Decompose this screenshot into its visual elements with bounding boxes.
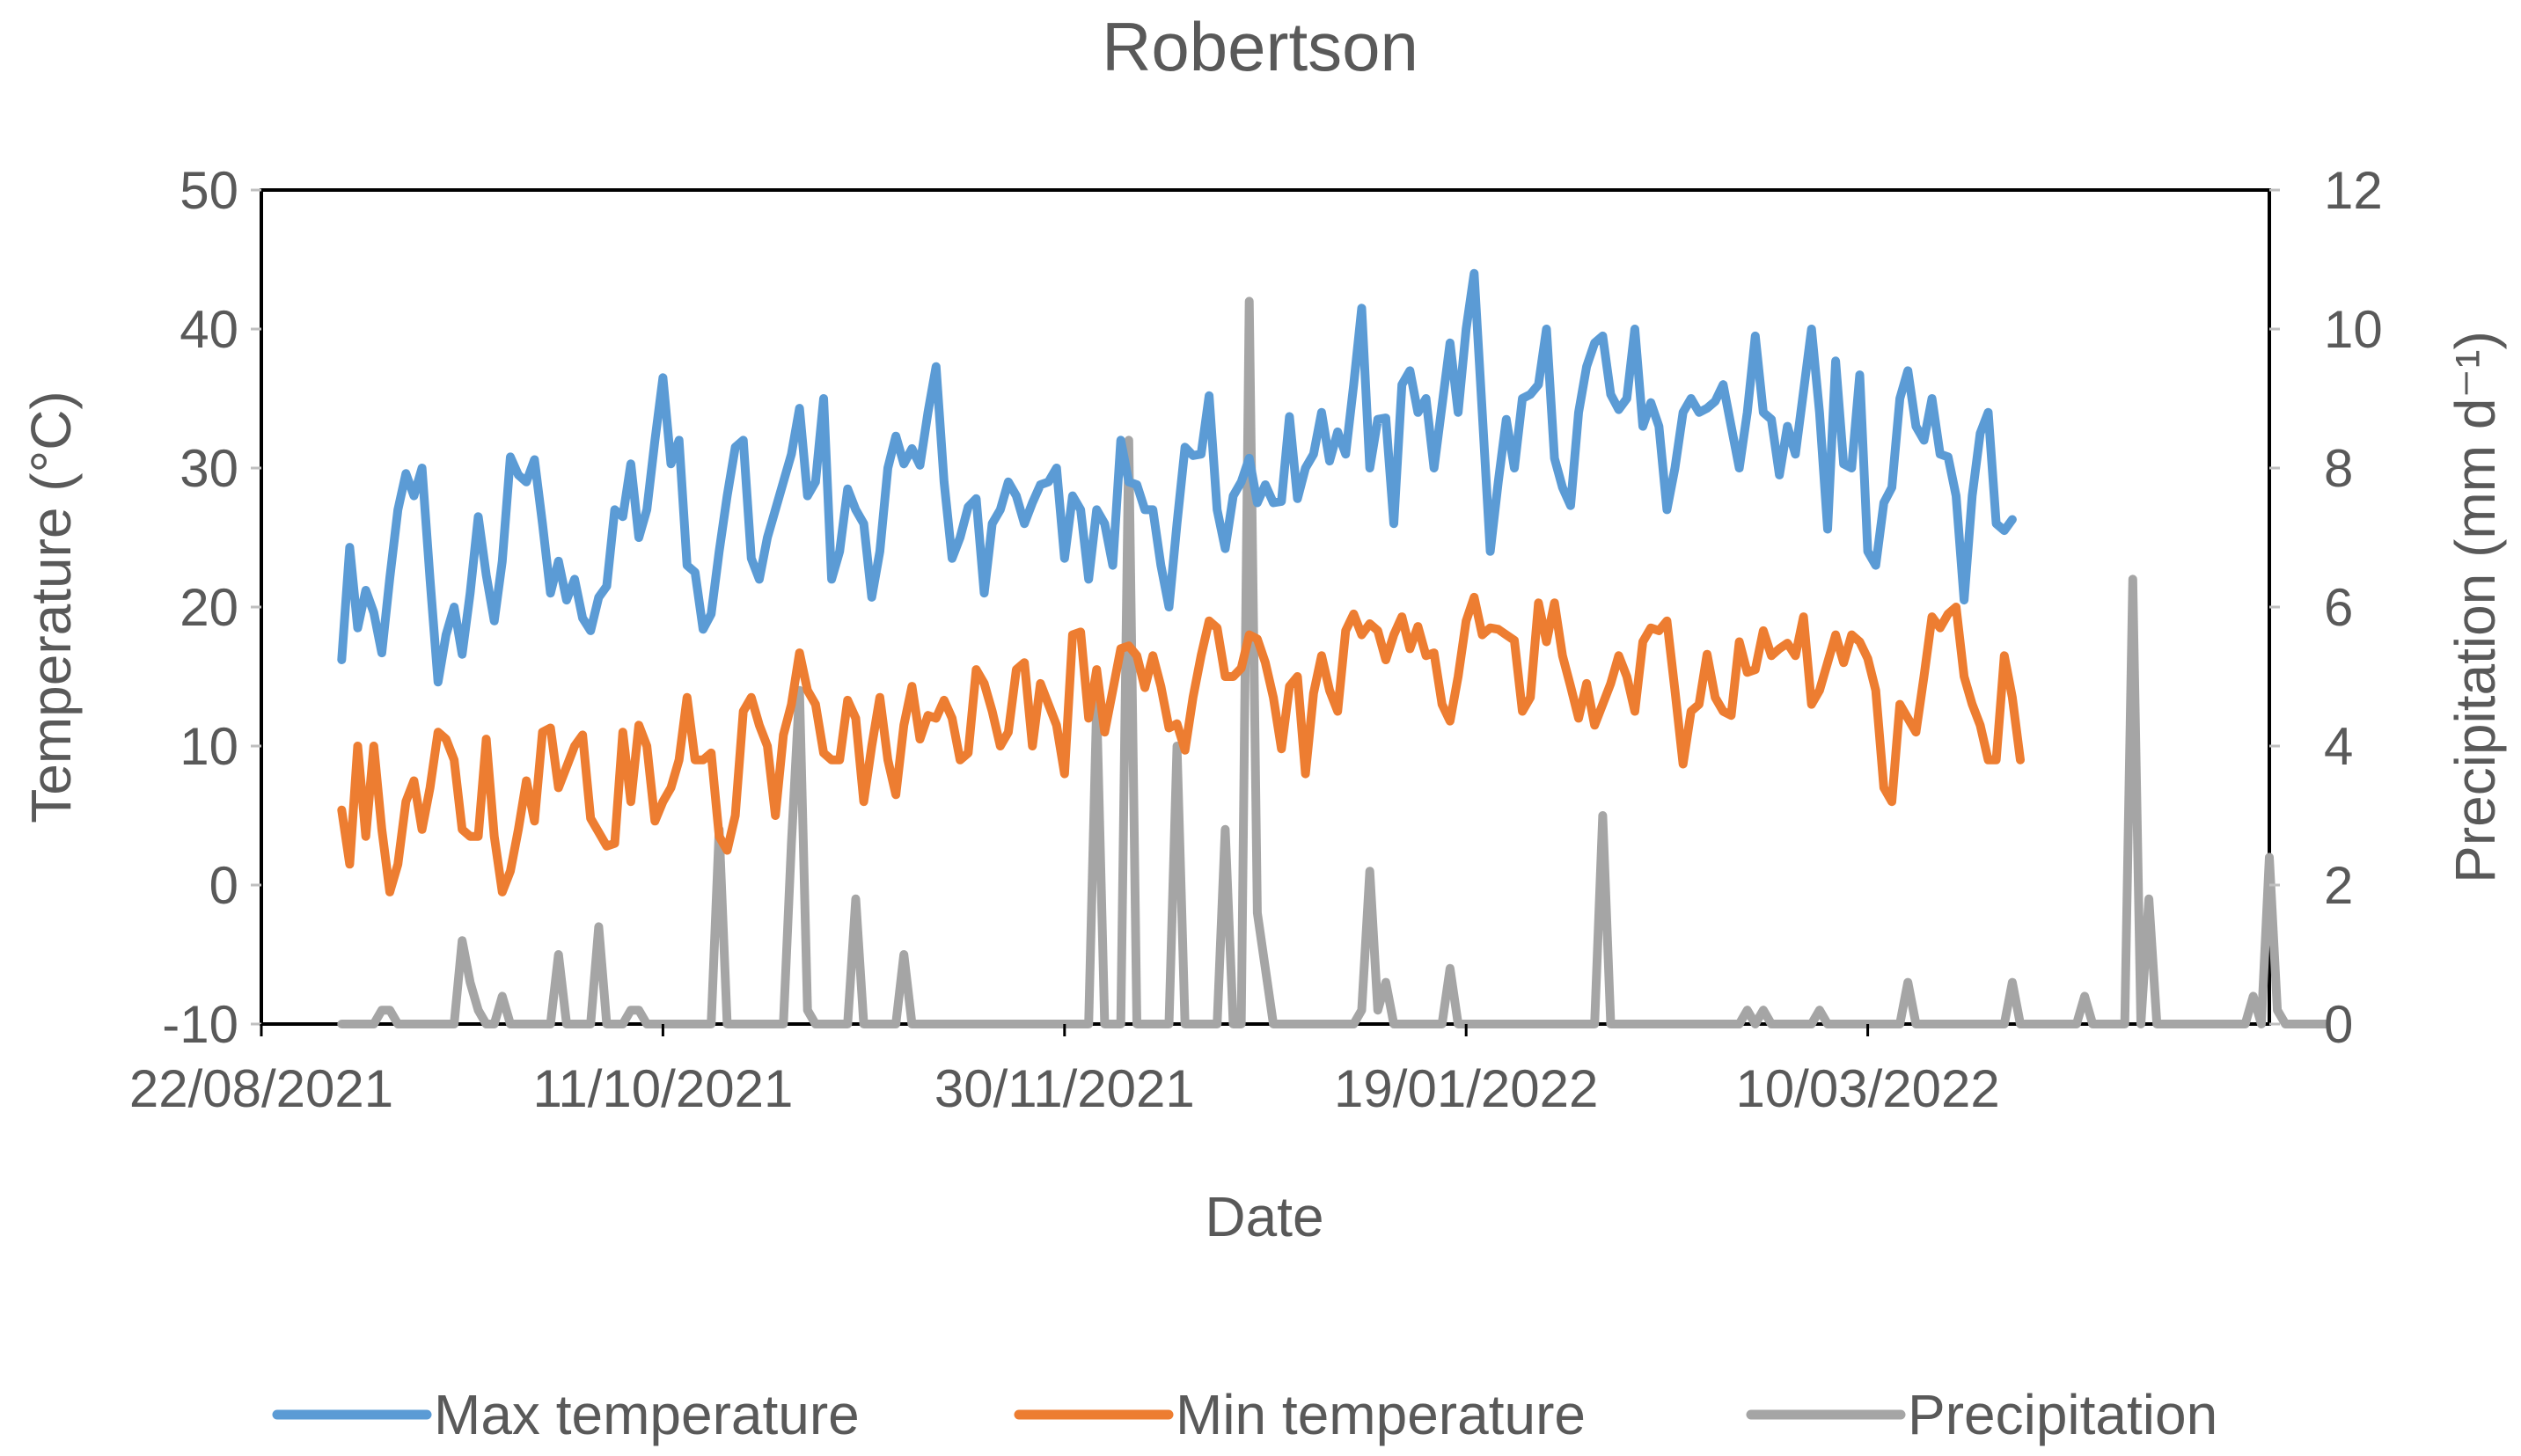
- precipitation-series-group: [337, 296, 2330, 1028]
- x-axis-title: Date: [1205, 1185, 1323, 1248]
- y-axis-left-ticks: -10 0 10 20 30 40 50: [162, 161, 261, 1054]
- y-right-tick-label: 12: [2324, 161, 2383, 220]
- x-tick-label: 30/11/2021: [934, 1059, 1195, 1118]
- y-right-tick-label: 4: [2324, 717, 2353, 776]
- legend: Max temperature Min temperature Precipitat…: [272, 1383, 2217, 1446]
- x-tick-label: 11/10/2021: [532, 1059, 793, 1118]
- y-axis-right-ticks: 0 2 4 6 8 10 12: [2269, 161, 2383, 1054]
- y-left-tick-label: 30: [180, 439, 238, 498]
- y-right-tick-label: 8: [2324, 439, 2353, 498]
- y-right-tick-label: 6: [2324, 578, 2353, 637]
- y-left-tick-label: 10: [180, 717, 238, 776]
- legend-label: Precipitation: [1908, 1383, 2217, 1446]
- precipitation-series-line: [337, 296, 2330, 1028]
- legend-item: Min temperature: [1014, 1383, 1586, 1446]
- max-temperature-series-line: [337, 268, 2017, 687]
- legend-label: Max temperature: [434, 1383, 860, 1446]
- legend-item: Precipitation: [1746, 1383, 2217, 1446]
- plot-area: [260, 188, 2271, 1026]
- chart-title: Robertson: [1102, 8, 1418, 85]
- legend-label: Min temperature: [1176, 1383, 1586, 1446]
- y-right-tick-label: 0: [2324, 995, 2353, 1054]
- y-left-tick-label: -10: [162, 995, 238, 1054]
- x-tick-label: 19/01/2022: [1334, 1059, 1598, 1118]
- y-left-tick-label: 20: [180, 578, 238, 637]
- min-temperature-series-group: [337, 592, 2025, 896]
- x-tick-label: 10/03/2022: [1735, 1059, 1999, 1118]
- min-temperature-series-line: [337, 592, 2025, 896]
- x-tick-label: 22/08/2021: [129, 1059, 393, 1118]
- y-axis-left-title: Temperature (°C): [19, 391, 83, 823]
- max-temperature-series-group: [337, 268, 2017, 687]
- y-left-tick-label: 50: [180, 161, 238, 220]
- y-right-tick-label: 10: [2324, 300, 2383, 359]
- y-right-tick-label: 2: [2324, 856, 2353, 915]
- y-left-tick-label: 40: [180, 300, 238, 359]
- legend-item: Max temperature: [272, 1383, 860, 1446]
- y-axis-right-title: Precipitation (mm d⁻¹): [2444, 331, 2507, 883]
- y-left-tick-label: 0: [209, 856, 238, 915]
- x-axis-ticks: 22/08/2021 11/10/2021 30/11/2021 19/01/2022…: [129, 1024, 2000, 1118]
